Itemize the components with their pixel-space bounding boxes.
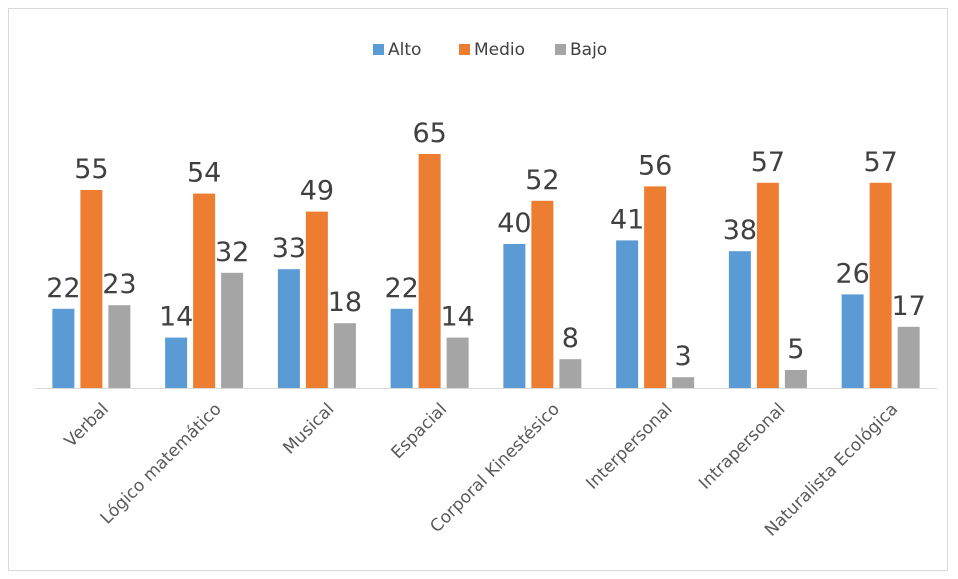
bar-alto-1: [165, 337, 188, 388]
category-label-1: Lógico matemático: [97, 399, 226, 528]
data-label-bajo-6: 5: [787, 334, 804, 365]
legend-label-alto: Alto: [388, 40, 421, 60]
bar-alto-6: [728, 251, 751, 388]
data-label-alto-4: 40: [497, 208, 531, 239]
bar-bajo-6: [784, 370, 807, 388]
legend-label-medio: Medio: [474, 40, 525, 60]
bar-bajo-3: [446, 337, 469, 388]
data-label-medio-5: 56: [638, 150, 672, 181]
bar-medio-6: [756, 182, 779, 388]
category-label-3: Espacial: [387, 399, 451, 463]
bar-medio-7: [869, 182, 892, 388]
bar-medio-5: [644, 186, 667, 388]
bar-medio-0: [80, 190, 103, 388]
bar-bajo-4: [559, 359, 582, 388]
bar-bajo-2: [333, 323, 356, 388]
data-label-alto-3: 22: [384, 273, 418, 304]
chart-frame: [8, 8, 948, 571]
data-label-alto-1: 14: [159, 302, 193, 333]
bar-bajo-5: [672, 377, 695, 388]
legend-label-bajo: Bajo: [570, 40, 607, 60]
bar-alto-4: [503, 244, 526, 388]
bar-bajo-0: [108, 305, 131, 388]
data-label-medio-1: 54: [187, 158, 221, 189]
bar-alto-0: [52, 308, 75, 388]
data-label-alto-2: 33: [272, 233, 306, 264]
bar-alto-5: [616, 240, 639, 388]
category-label-0: Verbal: [61, 399, 113, 451]
legend-swatch-alto: [373, 44, 384, 55]
data-label-medio-3: 65: [412, 118, 446, 149]
data-label-bajo-2: 18: [328, 287, 362, 318]
data-label-bajo-1: 32: [215, 237, 249, 268]
data-label-medio-0: 55: [74, 154, 108, 185]
legend-swatch-bajo: [555, 44, 566, 55]
bar-medio-2: [305, 211, 328, 388]
data-label-alto-7: 26: [835, 258, 869, 289]
category-label-5: Interpersonal: [582, 399, 676, 493]
data-label-alto-0: 22: [46, 273, 80, 304]
category-label-6: Intrapersonal: [695, 399, 789, 493]
category-label-2: Musical: [279, 399, 338, 458]
data-label-bajo-4: 8: [562, 323, 579, 354]
data-label-bajo-0: 23: [102, 269, 136, 300]
data-label-alto-5: 41: [610, 204, 644, 235]
bar-alto-3: [390, 308, 413, 388]
bar-alto-7: [841, 294, 864, 388]
data-label-bajo-3: 14: [440, 302, 474, 333]
bar-medio-1: [193, 193, 216, 388]
data-label-medio-2: 49: [300, 176, 334, 207]
data-label-medio-4: 52: [525, 165, 559, 196]
data-label-alto-6: 38: [723, 215, 757, 246]
data-label-medio-7: 57: [863, 147, 897, 178]
legend-swatch-medio: [459, 44, 470, 55]
data-label-bajo-5: 3: [675, 341, 692, 372]
data-label-bajo-7: 17: [891, 291, 925, 322]
bar-bajo-7: [897, 326, 920, 388]
bar-bajo-1: [221, 272, 244, 388]
bar-medio-4: [531, 200, 554, 388]
bar-medio-3: [418, 154, 441, 388]
bar-alto-2: [277, 269, 300, 388]
category-label-4: Corporal Kinestésico: [426, 399, 563, 536]
data-label-medio-6: 57: [751, 147, 785, 178]
